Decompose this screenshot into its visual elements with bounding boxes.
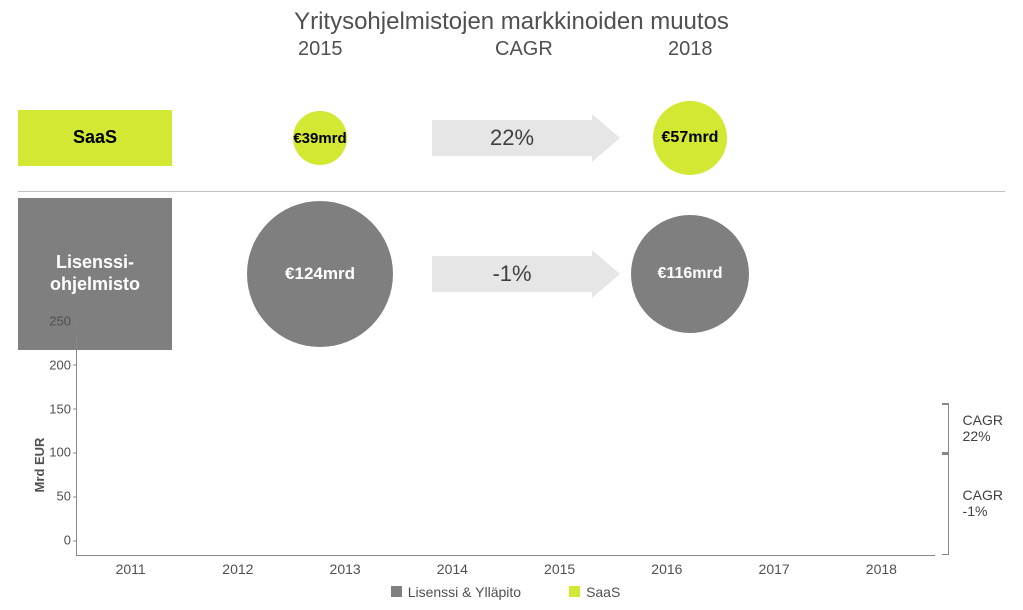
header-year-end: 2018: [668, 38, 713, 61]
brace-license: [939, 453, 949, 555]
x-axis-label: 2014: [399, 555, 506, 577]
x-axis-label: 2017: [721, 555, 828, 577]
y-tick: 100: [37, 445, 71, 460]
bubble-license-2015-text: €124mrd: [285, 264, 355, 284]
legend-item: Lisenssi & Ylläpito: [391, 584, 521, 600]
legend: Lisenssi & Ylläpito SaaS: [76, 584, 935, 601]
bubble-saas-2018-text: €57mrd: [662, 129, 719, 147]
arrow-license: -1%: [432, 256, 592, 292]
bubble-license-2015: €124mrd: [247, 201, 393, 347]
legend-label: Lisenssi & Ylläpito: [408, 584, 521, 600]
cagr-annotation-saas: CAGR 22%: [963, 412, 1003, 444]
cagr-annotation-license: CAGR -1%: [963, 487, 1003, 519]
y-tick: 50: [37, 489, 71, 504]
plot-area: 0501001502002502011201220132014201520162…: [76, 336, 935, 556]
legend-swatch: [391, 586, 402, 597]
page-title: Yritysohjelmistojen markkinoiden muutos: [0, 0, 1023, 36]
bubble-saas-2015: €39mrd: [293, 111, 347, 165]
bubble-saas-2015-text: €39mrd: [293, 130, 346, 147]
bubble-saas-2018: €57mrd: [653, 101, 727, 175]
x-axis-label: 2018: [828, 555, 935, 577]
x-axis-label: 2015: [506, 555, 613, 577]
arrow-saas-label: 22%: [490, 125, 534, 151]
stacked-bar-chart: Mrd EUR 05010015020025020112012201320142…: [18, 330, 1005, 600]
legend-swatch: [569, 586, 580, 597]
bubble-license-2018: €116mrd: [631, 215, 749, 333]
column-headers: 2015 CAGR 2018: [0, 36, 1023, 64]
header-growth: CAGR: [495, 38, 553, 61]
y-tick: 200: [37, 357, 71, 372]
header-year-start: 2015: [298, 38, 343, 61]
infographic-top: 2015 CAGR 2018 SaaS €39mrd 22% €57mrd Li…: [0, 36, 1023, 326]
row-divider: [18, 191, 1005, 192]
y-tick: 150: [37, 401, 71, 416]
x-axis-label: 2016: [613, 555, 720, 577]
x-axis-label: 2011: [77, 555, 184, 577]
x-axis-label: 2013: [292, 555, 399, 577]
arrow-saas: 22%: [432, 120, 592, 156]
bubble-license-2018-text: €116mrd: [658, 265, 723, 283]
row-saas-label: SaaS: [18, 110, 172, 166]
arrow-license-label: -1%: [492, 261, 531, 287]
legend-label: SaaS: [586, 584, 620, 600]
brace-saas: [939, 403, 949, 453]
y-tick: 0: [37, 533, 71, 548]
y-tick: 250: [37, 314, 71, 329]
x-axis-label: 2012: [184, 555, 291, 577]
legend-item: SaaS: [569, 584, 620, 600]
row-saas: SaaS €39mrd 22% €57mrd: [0, 98, 1023, 176]
